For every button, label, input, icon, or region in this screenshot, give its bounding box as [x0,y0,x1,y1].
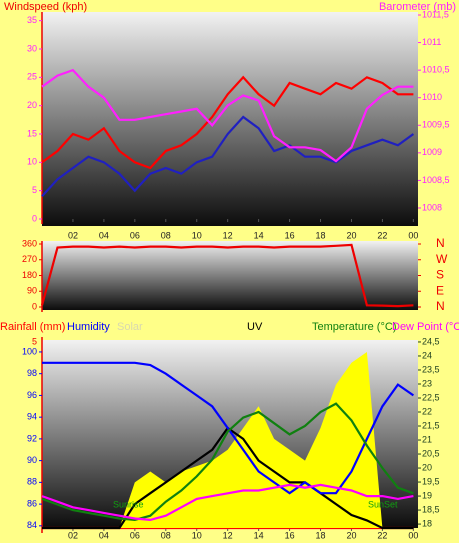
y-tick-label: 270 [22,254,37,264]
y-tick-label: 94 [27,412,37,422]
y-tick-label: 84 [27,520,37,530]
y2-tick-label: N [436,299,445,313]
x-tick-label: 18 [316,530,326,540]
y2-tick-label: 23 [422,378,432,388]
y-tick-label: 90 [27,455,37,465]
x-tick-label: 18 [316,230,326,240]
annotation: SunSet [368,499,398,509]
x-tick-label: 08 [161,230,171,240]
plot-background [42,12,418,226]
y2-tick-label: N [436,236,445,250]
y2-tick-label: 1008 [422,202,442,212]
y-tick-label: 90 [27,286,37,296]
x-tick-label: 10 [192,530,202,540]
y-tick-label: 92 [27,433,37,443]
series-line [41,75,414,170]
x-tick-label: 12 [223,530,233,540]
y2-tick-label: 1011 [422,37,441,47]
y-tick-label: 180 [22,270,37,280]
y2-axis-label: Barometer (mb) [379,1,456,13]
annotation: Sunrise [113,499,144,509]
series-line [42,361,415,495]
y2-tick-label: E [436,283,444,297]
y-tick-label: 98 [27,368,37,378]
legend-label: Rainfall (mm) [0,321,65,333]
x-tick-label: 22 [377,530,387,540]
plot-background [42,241,418,310]
y-tick-label: 20 [27,100,37,110]
x-tick-label: 00 [408,530,418,540]
series-line [41,115,415,198]
x-tick-label: 14 [254,230,264,240]
y2-tick-label: 20 [422,462,432,472]
y-tick-label: 86 [27,498,37,508]
legend-label: Dew Point (°C [392,321,459,333]
y-tick-label: 96 [27,390,37,400]
y2-tick-label: 1009 [422,147,442,157]
y-tick-label: 100 [22,346,37,356]
y-tick-label: 10 [27,157,37,167]
legend-label: UV [247,321,263,333]
y2-tick-label: 1010,5 [422,65,450,75]
x-tick-label: 16 [285,230,295,240]
y-tick-label: 30 [27,43,37,53]
y2-tick-label: 18 [422,518,432,528]
x-tick-label: 06 [130,530,140,540]
legend-label: Humidity [67,321,110,333]
y2-tick-label: 1010 [422,92,442,102]
series-line [40,243,414,308]
y-tick-label: 88 [27,477,37,487]
y2-tick-label: 20,5 [422,448,440,458]
y-axis-label: Windspeed (kph) [4,1,87,13]
y2-tick-label: 22,5 [422,392,440,402]
y-tick-label: 35 [27,15,37,25]
y-tick-label: 25 [27,72,37,82]
legend-label: Temperature (°C) [312,321,396,333]
x-tick-label: 10 [192,230,202,240]
series-line [41,68,414,163]
x-tick-label: 20 [346,230,356,240]
y2-tick-label: 1009,5 [422,120,450,130]
y2-tick-label: 1008,5 [422,175,450,185]
y2-tick-label: 1011,5 [422,9,449,19]
y2-tick-label: 24 [422,350,432,360]
x-tick-label: 00 [408,230,418,240]
y2-tick-label: 24,5 [422,336,440,346]
legend-label: Solar [117,321,143,333]
y2-tick-label: 21,5 [422,420,440,430]
y2-tick-label: S [436,268,444,282]
y-tick-label: 0 [32,213,37,223]
x-tick-label: 02 [68,230,78,240]
x-tick-label: 04 [99,230,109,240]
x-tick-label: 22 [377,230,387,240]
y2-tick-label: 19,5 [422,476,440,486]
y-tick-label: 0 [32,301,37,311]
x-tick-label: 16 [285,530,295,540]
y2-tick-label: 18,5 [422,504,440,514]
x-tick-label: 04 [99,530,109,540]
y-tick-label: 360 [22,238,37,248]
y-tick-label: 15 [27,128,37,138]
y2-tick-label: 21 [422,434,432,444]
x-tick-label: 08 [161,530,171,540]
series-line [41,402,414,522]
x-tick-label: 14 [254,530,264,540]
y2-tick-label: 23,5 [422,364,440,374]
series-line [41,483,414,522]
rain-tick-label: 5 [32,336,37,346]
y2-tick-label: W [436,252,448,266]
x-tick-label: 02 [68,530,78,540]
x-tick-label: 20 [346,530,356,540]
y2-tick-label: 19 [422,490,432,500]
y-tick-label: 5 [32,185,37,195]
y2-tick-label: 22 [422,406,432,416]
x-tick-label: 12 [223,230,233,240]
x-tick-label: 06 [130,230,140,240]
